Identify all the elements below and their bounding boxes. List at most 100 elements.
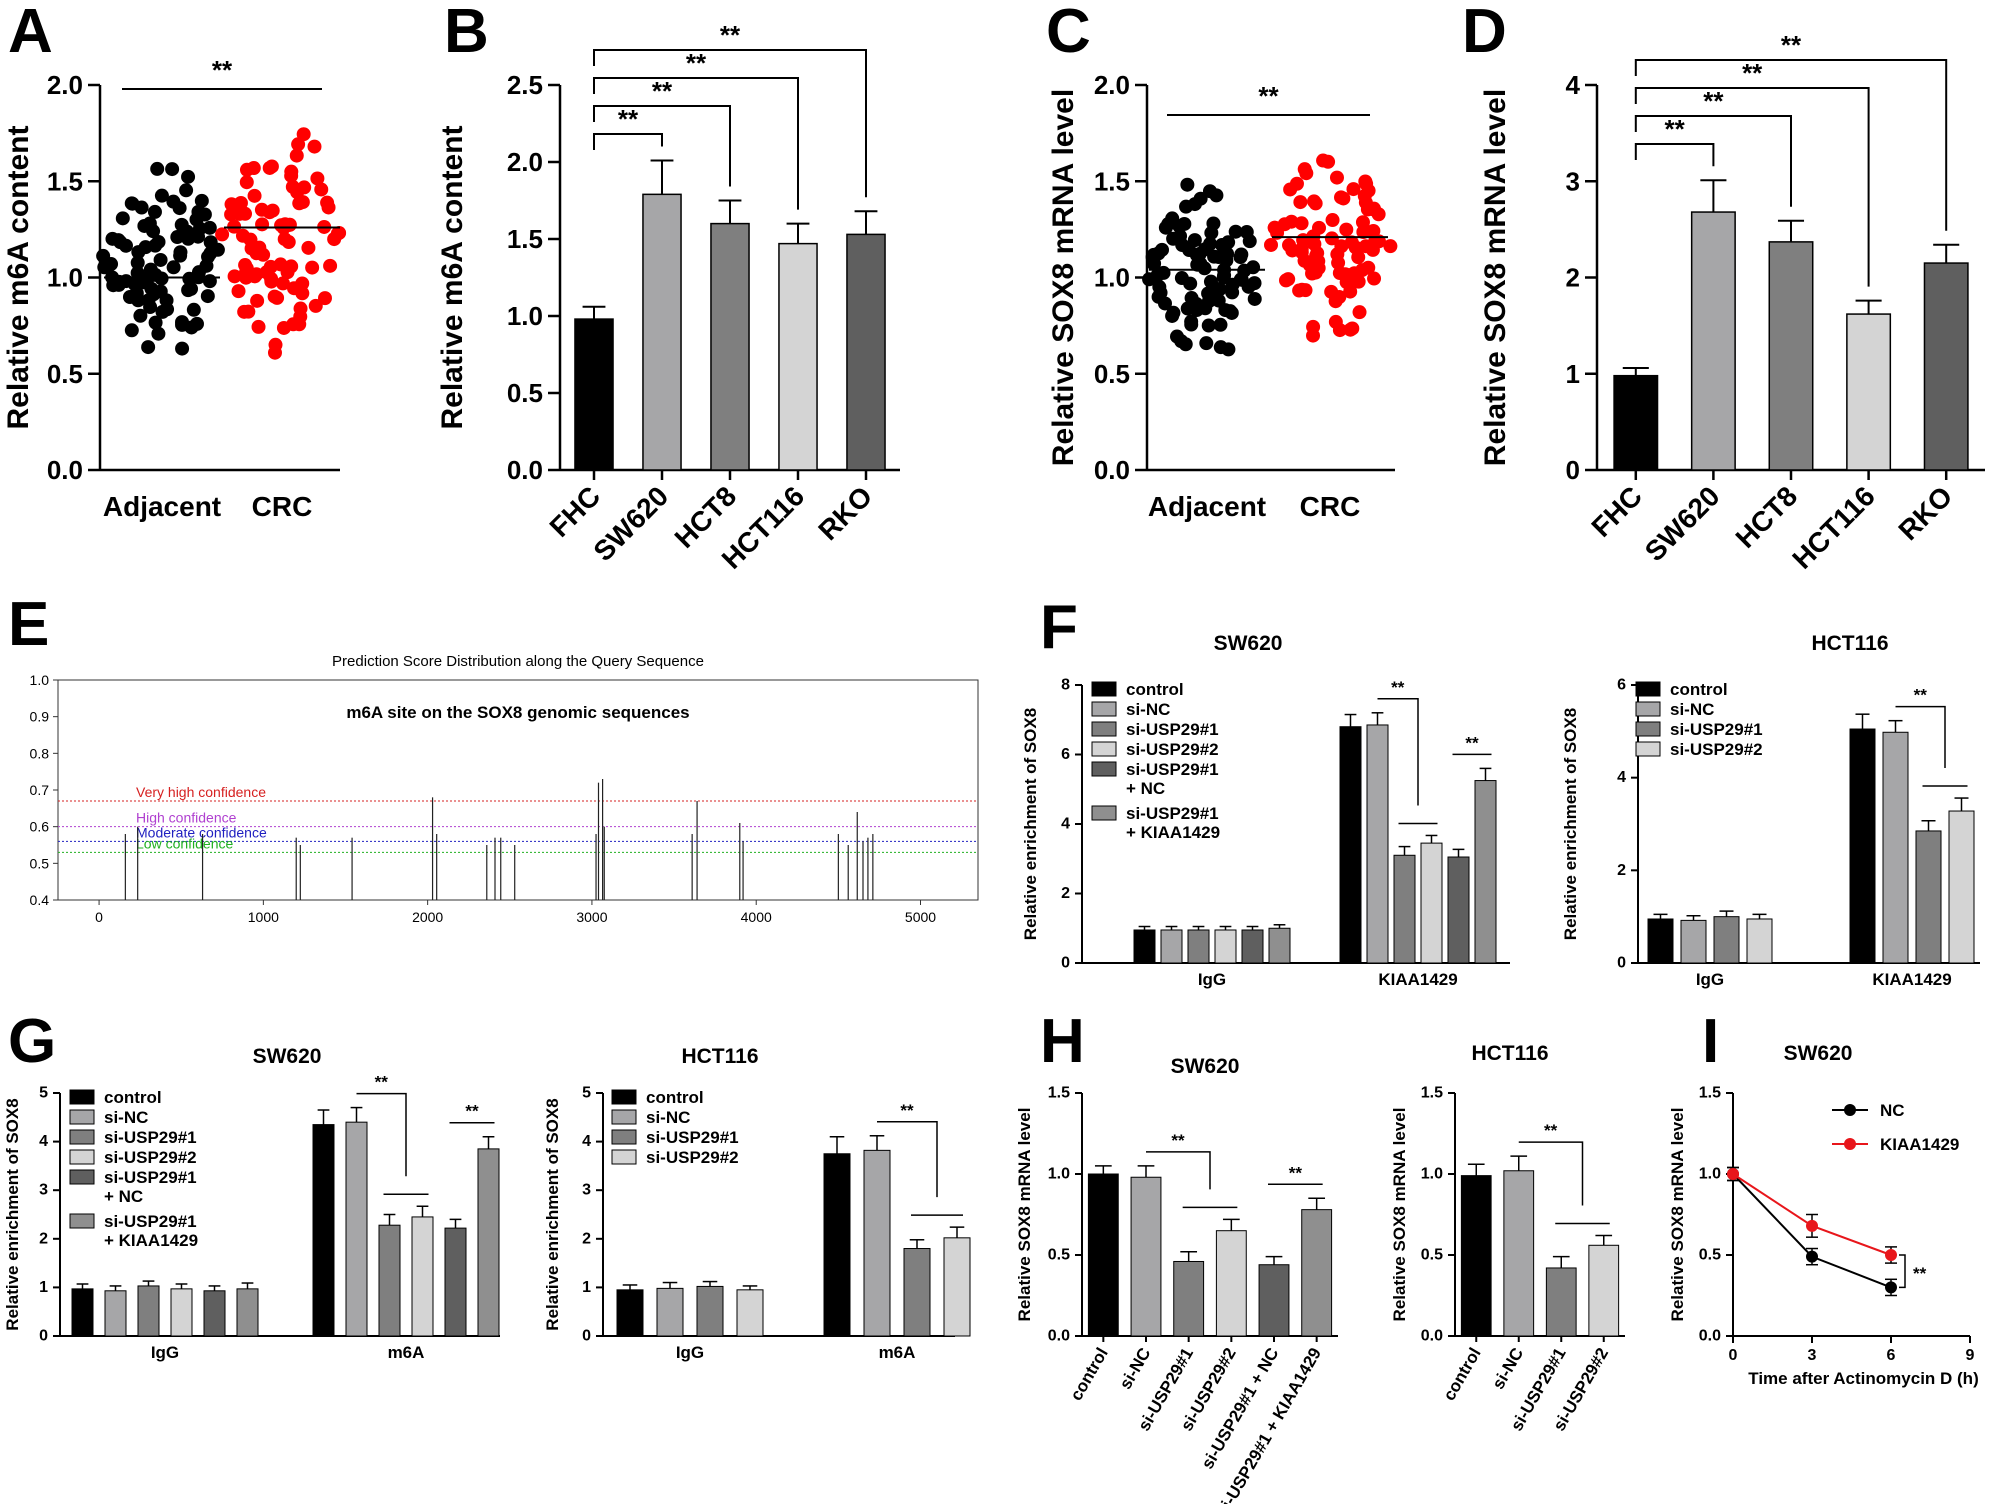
chart-subtitle: m6A site on the SOX8 genomic sequences [346, 703, 689, 722]
data-point [1324, 284, 1339, 299]
data-point [1306, 319, 1321, 334]
significance-bracket [1146, 1151, 1211, 1190]
legend-swatch [69, 1129, 95, 1145]
y-tick-label: 0.6 [30, 819, 50, 835]
y-axis-label: Combined score [0, 739, 3, 841]
panel-c: C 0.0 0.5 1.0 1.5 2.0 Relative SOX8 mRNA level… [1046, 0, 1398, 522]
data-point [1202, 184, 1217, 199]
data-point [200, 289, 215, 304]
significance-marker: ** [652, 76, 673, 106]
bar [943, 1237, 971, 1337]
y-tick-label: 1.5 [1421, 1085, 1443, 1102]
legend-label: KIAA1429 [1880, 1135, 1959, 1154]
bar [444, 1227, 467, 1337]
bar [1545, 1267, 1577, 1337]
data-point [1334, 239, 1349, 254]
data-point [278, 217, 293, 232]
y-axis-label: Relative SOX8 mRNA level [1668, 1108, 1687, 1322]
x-category-label: RKO [1893, 480, 1959, 546]
data-point [291, 137, 306, 152]
data-point [284, 259, 299, 274]
bar [170, 1288, 193, 1337]
y-tick-label: 1.5 [1699, 1085, 1721, 1102]
y-tick-label: 1.0 [30, 672, 50, 688]
data-point [1150, 268, 1165, 283]
data-point [1204, 225, 1219, 240]
legend-swatch [1091, 741, 1117, 757]
x-category-label: control [1439, 1345, 1484, 1404]
data-point [1367, 271, 1382, 286]
data-point [1727, 1168, 1739, 1180]
data-point [264, 159, 279, 174]
y-tick-label: 0 [1617, 955, 1626, 972]
data-point [238, 206, 253, 221]
legend-label: si-USP29#2 [646, 1148, 739, 1167]
data-point [191, 229, 206, 244]
y-tick-label: 0.0 [47, 455, 83, 485]
bar [1393, 854, 1416, 964]
bar [1746, 918, 1773, 964]
data-point [172, 201, 187, 216]
significance-bracket [1634, 115, 1792, 207]
panel-h-sw620: H SW620 0.0 0.5 1.0 1.5 Relative SOX8 mRNA lev… [1015, 1007, 1338, 1504]
significance-bracket [593, 77, 799, 210]
data-point [151, 326, 166, 341]
y-tick-label: 0.0 [1048, 1328, 1070, 1345]
y-tick-label: 6 [1061, 746, 1070, 763]
x-category-label: RKO [812, 480, 878, 546]
data-point [1180, 177, 1195, 192]
data-point [1329, 170, 1344, 185]
significance-marker: ** [1289, 1163, 1303, 1182]
data-point [307, 139, 322, 154]
bar [1173, 1260, 1205, 1337]
significance-bracket [593, 133, 663, 150]
threshold-label: High confidence [136, 810, 237, 826]
data-point [124, 196, 139, 211]
data-point [323, 258, 338, 273]
data-point [1223, 304, 1238, 319]
y-tick-label: 1 [1566, 359, 1580, 389]
data-point [1305, 266, 1320, 281]
data-point [122, 290, 137, 305]
data-point [1277, 217, 1292, 232]
chart-title: SW620 [1171, 1055, 1240, 1078]
data-point [1325, 213, 1340, 228]
legend-swatch [69, 1149, 95, 1165]
x-category-label: FHC [544, 480, 607, 543]
data-point [175, 341, 190, 356]
data-point [1361, 201, 1376, 216]
y-tick-label: 0.5 [1048, 1247, 1070, 1264]
data-point [151, 234, 166, 249]
data-point [199, 258, 214, 273]
bar [656, 1287, 684, 1337]
data-point [251, 319, 266, 334]
y-tick-label: 0.7 [30, 782, 50, 798]
legend-label: si-NC [1126, 700, 1170, 719]
y-tick-label: 4 [1061, 816, 1070, 833]
y-tick-label: 4 [39, 1133, 48, 1150]
significance-bracket [1899, 1254, 1906, 1289]
bar [1130, 1176, 1162, 1337]
bar [1503, 1170, 1535, 1337]
x-category-label: SW620 [587, 480, 674, 567]
data-point [111, 233, 126, 248]
bar [1447, 856, 1470, 964]
data-point [1282, 238, 1297, 253]
bar [1160, 929, 1183, 964]
bar [642, 193, 682, 471]
legend-label: si-USP29#1 [1126, 720, 1219, 739]
panel-b: B 0.0 0.5 1.0 1.5 2.0 2.5 Relative m6A content F… [436, 0, 900, 575]
panel-letter: B [444, 0, 489, 66]
data-point [197, 207, 212, 222]
y-axis-label: Relative enrichment of SOX8 [1561, 708, 1580, 940]
data-point [1199, 336, 1214, 351]
x-category-label: HCT116 [1786, 480, 1881, 575]
x-category-label: si-NC [1116, 1345, 1155, 1393]
bar [1882, 731, 1909, 964]
x-category-label: Adjacent [103, 491, 221, 522]
data-point [1324, 231, 1339, 246]
data-point [181, 169, 196, 184]
data-point [154, 188, 169, 203]
data-point [124, 323, 139, 338]
